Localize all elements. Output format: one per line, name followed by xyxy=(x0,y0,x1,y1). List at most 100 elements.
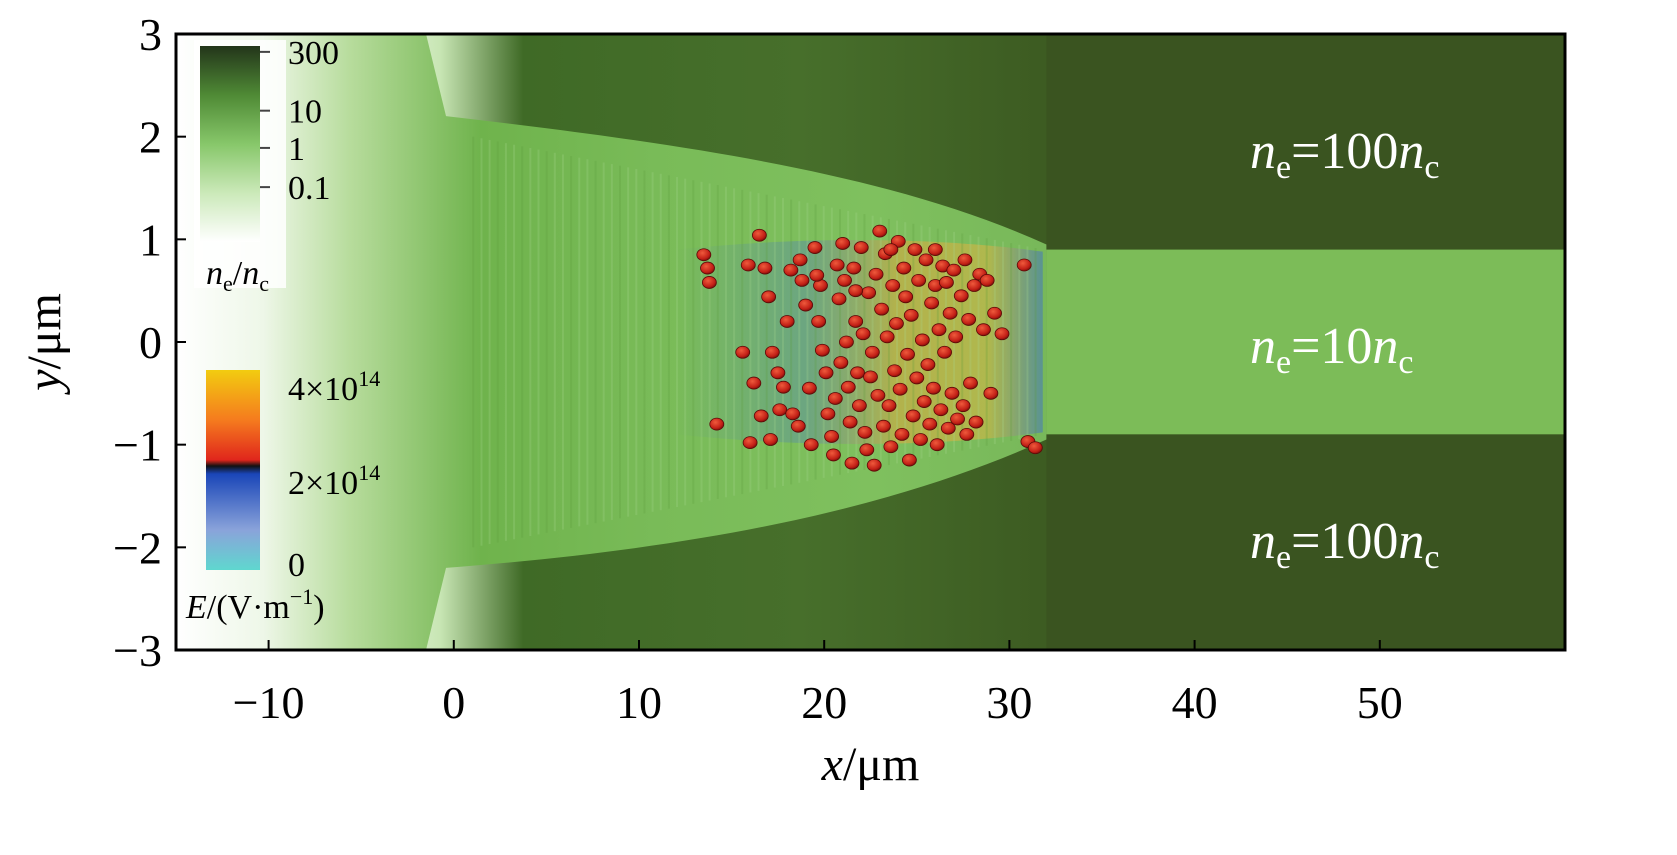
lower-wall-region xyxy=(1046,434,1565,650)
particle xyxy=(764,345,780,359)
streak xyxy=(741,189,744,495)
particle xyxy=(896,261,912,275)
particle xyxy=(976,323,991,337)
particle xyxy=(898,290,914,304)
particle xyxy=(735,345,751,359)
streak xyxy=(912,223,915,461)
particle xyxy=(740,258,756,272)
particle xyxy=(887,364,902,378)
streak xyxy=(904,222,907,462)
density-annotation: ne=100nc xyxy=(1250,123,1440,186)
streak xyxy=(610,164,613,520)
particle xyxy=(911,273,927,287)
streak xyxy=(765,194,768,490)
particle xyxy=(914,333,930,347)
x-axis-label: x/μm xyxy=(821,738,920,791)
particle xyxy=(931,323,947,337)
particle xyxy=(942,306,958,320)
streak xyxy=(733,188,736,496)
upper-wall-region xyxy=(1046,34,1565,250)
streak xyxy=(790,199,793,485)
particle xyxy=(874,302,890,316)
particle xyxy=(824,430,840,443)
x-axis-ticks: −10 0 10 20 30 40 50 xyxy=(233,640,1403,728)
particles xyxy=(696,224,1043,472)
particle xyxy=(770,366,786,380)
particle xyxy=(853,241,869,254)
streak xyxy=(749,191,752,493)
particle xyxy=(835,237,851,250)
streak xyxy=(773,196,776,488)
particle xyxy=(801,381,817,395)
particle xyxy=(903,308,919,322)
x-tick-label: 10 xyxy=(616,677,662,728)
streak xyxy=(635,168,638,516)
streak xyxy=(936,228,939,456)
particle xyxy=(979,273,995,287)
y-tick-label: 3 xyxy=(139,9,162,60)
x-tick-label: 30 xyxy=(986,677,1032,728)
y-tick-label: 1 xyxy=(139,214,162,265)
particle xyxy=(922,417,938,431)
particle xyxy=(940,421,956,435)
particle xyxy=(848,284,864,298)
density-colorbar-tick-label: 300 xyxy=(288,35,339,72)
particle xyxy=(953,289,969,303)
streak xyxy=(781,197,784,487)
streak xyxy=(700,181,703,503)
particle xyxy=(987,306,1002,320)
particle xyxy=(864,345,880,359)
particle xyxy=(709,417,725,431)
streak xyxy=(513,144,516,540)
particle xyxy=(809,268,825,282)
plasma-cone xyxy=(176,34,1047,650)
particle xyxy=(790,419,806,433)
particle xyxy=(918,253,934,267)
streak xyxy=(993,239,996,445)
channel-region xyxy=(1046,249,1565,435)
y-tick-label: 2 xyxy=(139,112,162,163)
particle xyxy=(944,386,960,400)
particle xyxy=(701,276,717,289)
streak xyxy=(871,215,874,469)
particle xyxy=(840,380,856,394)
particle xyxy=(909,371,925,385)
particle xyxy=(844,456,860,470)
particle xyxy=(870,388,886,402)
particle xyxy=(837,273,852,287)
density-colorbar-tick-label: 1 xyxy=(288,131,305,168)
streak xyxy=(496,141,499,543)
particle xyxy=(807,241,823,254)
density-colorbar-label: ne/nc xyxy=(206,255,269,296)
streak xyxy=(627,167,630,517)
particle xyxy=(889,317,904,330)
streak xyxy=(1001,241,1004,443)
particle xyxy=(753,409,769,423)
particle xyxy=(842,415,858,429)
particle xyxy=(885,279,901,292)
density-annotation: ne=10nc xyxy=(1250,318,1414,381)
streak xyxy=(977,236,980,448)
particle xyxy=(901,453,917,467)
particle xyxy=(866,458,882,472)
particle xyxy=(916,395,932,408)
particle xyxy=(776,380,791,394)
particle xyxy=(961,313,977,326)
particle xyxy=(751,228,767,242)
particle xyxy=(883,243,899,257)
streak xyxy=(879,217,882,467)
field-colorbar-tick-label: 2×1014 xyxy=(288,460,380,502)
y-tick-label: −1 xyxy=(113,420,162,471)
density-colorbar-bar xyxy=(200,46,260,242)
streak xyxy=(602,162,605,522)
particle xyxy=(892,382,908,396)
particle xyxy=(881,399,897,413)
streak xyxy=(561,154,564,530)
particle xyxy=(966,279,982,292)
density-annotation: ne=100nc xyxy=(1250,513,1440,576)
particle xyxy=(937,345,952,359)
y-tick-label: 0 xyxy=(139,317,162,368)
y-axis-ticks: 3 2 1 0 −1 −2 −3 xyxy=(113,9,186,676)
streak xyxy=(676,177,679,507)
particle xyxy=(818,366,834,380)
